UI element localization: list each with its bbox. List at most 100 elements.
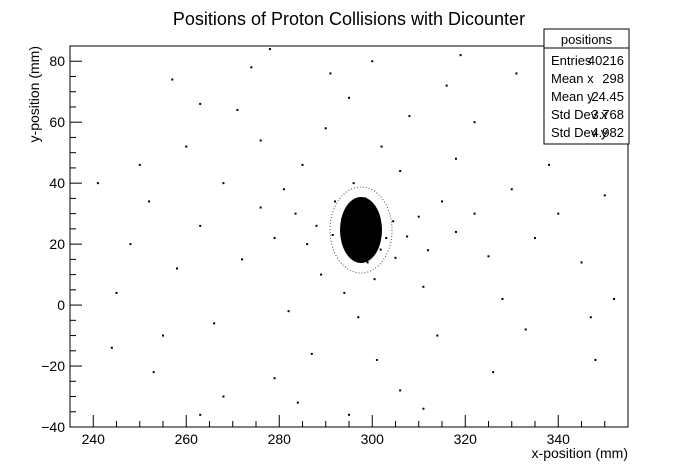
data-point [534, 237, 536, 240]
data-point [510, 188, 513, 191]
stats-value-mean-y: 24.45 [591, 89, 624, 104]
data-point [406, 235, 409, 238]
data-point [394, 256, 397, 259]
data-point [296, 401, 299, 404]
data-point [306, 243, 309, 246]
data-point [199, 413, 202, 416]
data-point [171, 78, 174, 81]
stats-label-mean-y: Mean y [551, 89, 594, 104]
x-tick-label: 300 [361, 431, 385, 447]
data-point [459, 54, 462, 57]
data-point [259, 206, 262, 209]
stats-label-std-dev-x: Std Dev x [551, 107, 608, 122]
data-point [371, 60, 374, 63]
data-point [334, 200, 337, 203]
data-point [417, 215, 420, 218]
data-point [273, 377, 276, 380]
data-point [436, 334, 439, 337]
data-point [487, 255, 490, 258]
stats-label-std-dev-y: Std Dev y [551, 125, 608, 140]
stats-label-mean-x: Mean x [551, 71, 594, 86]
data-point [557, 212, 560, 215]
data-point [515, 72, 518, 75]
data-point [385, 237, 388, 240]
data-point [375, 358, 378, 361]
data-point [366, 261, 369, 264]
data-point [427, 249, 430, 252]
stats-value-mean-x: 298 [602, 71, 624, 86]
stats-value-std-dev-x: 3.768 [591, 107, 624, 122]
data-point [441, 200, 443, 203]
y-tick-label: −20 [41, 358, 65, 374]
data-point [175, 267, 178, 270]
data-point [241, 258, 244, 261]
data-point [454, 230, 457, 233]
data-point [162, 334, 164, 337]
data-point [547, 163, 550, 166]
x-tick-label: 280 [268, 431, 292, 447]
data-point [287, 310, 290, 313]
data-point [320, 273, 323, 276]
y-tick-label: 60 [49, 114, 65, 130]
data-point [213, 322, 216, 325]
data-point [392, 220, 395, 223]
y-tick-label: 0 [57, 297, 65, 313]
x-axis-label: x-position (mm) [532, 445, 628, 461]
data-point [138, 163, 141, 166]
data-point [399, 169, 402, 172]
data-point [250, 66, 253, 69]
data-point [329, 72, 332, 75]
data-point [199, 224, 202, 227]
data-point [343, 291, 346, 294]
data-point [236, 109, 239, 112]
axis-tick-labels: 240 260 280 300 320 340 −40 −20 0 20 40 60 80 [41, 53, 570, 447]
stats-label-entries: Entries [551, 53, 592, 68]
data-point [473, 212, 476, 215]
data-point [115, 291, 118, 294]
data-point [185, 145, 188, 148]
data-point [501, 297, 504, 300]
stats-box-title: positions [561, 32, 613, 47]
data-point [348, 96, 350, 99]
data-point [352, 182, 355, 185]
data-point [379, 248, 382, 251]
chart-title: Positions of Proton Collisions with Dico… [173, 9, 525, 29]
data-point [492, 371, 495, 374]
data-point [613, 297, 616, 300]
stats-box: positions Entries 40216 Mean x 298 Mean … [543, 28, 630, 145]
data-point [96, 182, 99, 185]
data-point [524, 328, 527, 331]
data-point [110, 346, 113, 349]
data-point [422, 285, 425, 288]
data-point [268, 48, 271, 51]
stats-value-entries: 40216 [588, 53, 624, 68]
data-point [580, 261, 583, 264]
data-point [348, 413, 350, 416]
data-point [331, 233, 334, 236]
data-point [294, 212, 297, 215]
data-point [222, 182, 225, 185]
core-cluster-halo [329, 186, 393, 274]
data-point [603, 194, 606, 197]
y-tick-label: 80 [49, 53, 65, 69]
data-point [324, 127, 327, 130]
data-point [408, 115, 411, 118]
data-point [594, 358, 597, 361]
x-tick-label: 340 [547, 431, 571, 447]
data-point [152, 371, 155, 374]
data-point [373, 278, 376, 281]
core-cluster-ellipse [340, 197, 382, 263]
data-point [310, 352, 313, 355]
core-cluster [329, 186, 393, 274]
data-point [473, 121, 476, 124]
data-point [380, 145, 383, 148]
stats-value-std-dev-y: 4.982 [591, 125, 624, 140]
data-point [399, 389, 402, 392]
data-point [315, 224, 318, 227]
data-point [454, 157, 457, 160]
data-point [273, 237, 276, 240]
data-point [199, 102, 202, 105]
x-tick-label: 240 [82, 431, 106, 447]
y-axis-label: y-position (mm) [26, 46, 42, 142]
